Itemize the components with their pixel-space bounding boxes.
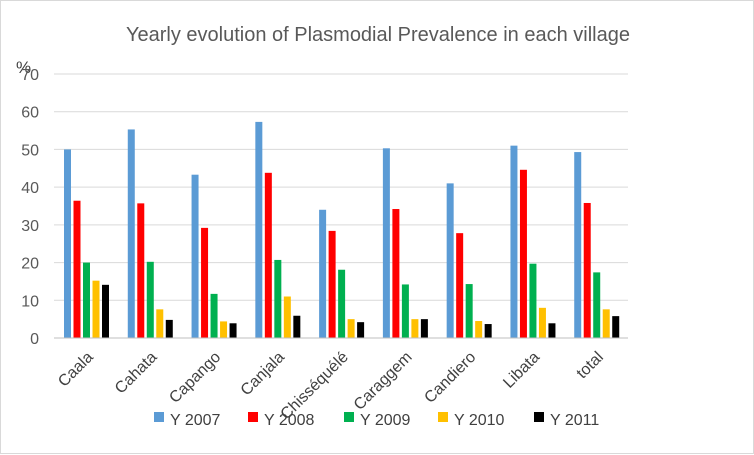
y-tick-label: 70 [21, 67, 39, 84]
bar [73, 200, 81, 338]
bar [548, 323, 556, 338]
bars [64, 121, 620, 338]
legend: Y 2007 Y 2008 Y 2009 Y 2010 Y 2011 [154, 412, 599, 429]
legend-swatch [248, 412, 258, 422]
y-tick-label: 20 [21, 256, 39, 273]
bar [156, 309, 164, 338]
bar [593, 272, 601, 338]
y-tick-label: 30 [21, 218, 39, 235]
bar [146, 261, 154, 338]
bar [274, 259, 282, 338]
bar [283, 296, 291, 338]
bar [456, 233, 464, 338]
bar [83, 262, 90, 338]
y-axis-ticks: 0 10 20 30 40 50 60 70 [21, 67, 39, 348]
y-tick-label: 0 [30, 331, 39, 348]
category-label: Candiero [421, 349, 479, 407]
bar [347, 319, 355, 338]
y-tick-label: 10 [21, 293, 39, 310]
bar [538, 307, 546, 338]
bar [392, 209, 400, 338]
bar [220, 321, 228, 338]
bar [328, 230, 336, 338]
legend-swatch [344, 412, 354, 422]
bar [201, 227, 209, 338]
bar [465, 284, 473, 338]
category-label: Cahata [112, 349, 161, 398]
bar [210, 293, 218, 338]
legend-label: Y 2011 [550, 412, 599, 429]
legend-label: Y 2010 [454, 412, 505, 429]
y-tick-label: 50 [21, 142, 39, 159]
bar [519, 169, 527, 338]
legend-label: Y 2008 [264, 412, 315, 429]
category-labels: Caala Cahata Capango CanjalaChisséquéléCara… [55, 349, 607, 423]
bar [420, 319, 428, 338]
bar [411, 319, 419, 338]
category-label: total [574, 349, 607, 382]
bar [529, 263, 537, 338]
bar [165, 319, 173, 338]
bar [127, 129, 135, 338]
bar [357, 322, 365, 338]
bar [293, 315, 301, 338]
y-tick-label: 40 [21, 180, 39, 197]
bar [510, 145, 518, 338]
bar [191, 174, 199, 338]
bar [583, 202, 591, 338]
legend-label: Y 2009 [360, 412, 411, 429]
legend-label: Y 2007 [170, 412, 221, 429]
y-tick-label: 60 [21, 105, 39, 122]
bar [319, 209, 327, 338]
bar [382, 148, 390, 338]
legend-swatch [438, 412, 448, 422]
bar [574, 152, 582, 338]
bar [137, 203, 145, 338]
legend-swatch [154, 412, 164, 422]
category-label: Libata [500, 349, 543, 392]
legend-swatch [534, 412, 544, 422]
bar [446, 183, 454, 338]
bar [484, 324, 492, 338]
bar [255, 121, 263, 338]
bar [475, 321, 483, 338]
category-label: Caala [55, 349, 97, 391]
bar [338, 269, 346, 338]
bar [102, 284, 109, 338]
bar [92, 280, 100, 338]
bar [229, 323, 237, 338]
category-label: Canjala [238, 349, 288, 399]
chart-title: Yearly evolution of Plasmodial Prevalenc… [126, 24, 630, 46]
bar [612, 316, 620, 338]
bar [64, 149, 71, 338]
category-label: Capango [166, 349, 224, 407]
bar [602, 309, 610, 338]
bar [401, 284, 409, 338]
bar [264, 172, 272, 338]
y-axis-unit-label: % [16, 58, 31, 77]
category-label: Caraggem [351, 349, 416, 414]
